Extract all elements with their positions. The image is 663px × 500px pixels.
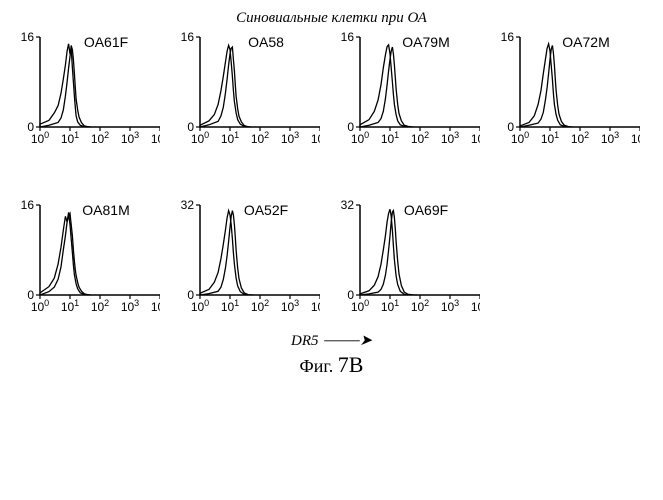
svg-text:103: 103 [441, 298, 459, 314]
svg-text:16: 16 [21, 31, 35, 44]
svg-text:103: 103 [281, 130, 299, 146]
histogram-plot: 016100101102103104OA72M [500, 31, 640, 149]
panel-grid: 016100101102103104OA61F01610010110210310… [10, 31, 653, 329]
svg-text:101: 101 [381, 130, 399, 146]
svg-text:16: 16 [341, 31, 355, 44]
panel-label: OA52F [244, 202, 288, 218]
svg-text:102: 102 [251, 298, 269, 314]
svg-text:102: 102 [251, 130, 269, 146]
panel-row-1: 016100101102103104OA81M03210010110210310… [20, 199, 653, 329]
panel-label: OA58 [248, 34, 284, 50]
svg-text:104: 104 [471, 130, 480, 146]
svg-text:102: 102 [91, 298, 109, 314]
histogram-plot: 032100101102103104OA52F [180, 199, 320, 317]
panel-label: OA69F [404, 202, 448, 218]
svg-text:100: 100 [511, 130, 529, 146]
svg-text:102: 102 [571, 130, 589, 146]
svg-text:101: 101 [61, 130, 79, 146]
histogram-plot: 016100101102103104OA79M [340, 31, 480, 149]
panel-label: OA72M [562, 34, 609, 50]
histogram-plot: 016100101102103104OA58 [180, 31, 320, 149]
svg-text:100: 100 [191, 298, 209, 314]
svg-text:101: 101 [541, 130, 559, 146]
svg-text:32: 32 [341, 199, 355, 212]
panel-label: OA61F [84, 34, 128, 50]
panel-label: OA79M [402, 34, 449, 50]
svg-text:100: 100 [31, 298, 49, 314]
svg-text:104: 104 [151, 298, 160, 314]
panel-3: 016100101102103104OA72M [500, 31, 640, 161]
svg-text:102: 102 [91, 130, 109, 146]
svg-text:101: 101 [381, 298, 399, 314]
histogram-plot: 016100101102103104OA61F [20, 31, 160, 149]
histogram-plot: 016100101102103104OA81M [20, 199, 160, 317]
panel-row-0: 016100101102103104OA61F01610010110210310… [20, 31, 653, 161]
svg-text:101: 101 [221, 130, 239, 146]
figure-caption: Фиг. 7B [10, 352, 653, 378]
arrow-icon: ⸻➤ [323, 329, 372, 350]
svg-text:101: 101 [61, 298, 79, 314]
svg-text:16: 16 [21, 199, 35, 212]
panel-0: 016100101102103104OA61F [20, 31, 160, 161]
panel-1: 016100101102103104OA58 [180, 31, 320, 161]
svg-text:101: 101 [221, 298, 239, 314]
panel-2: 016100101102103104OA79M [340, 31, 480, 161]
panel-label: OA81M [82, 202, 129, 218]
svg-text:103: 103 [441, 130, 459, 146]
panel-6: 032100101102103104OA69F [340, 199, 480, 329]
svg-text:100: 100 [31, 130, 49, 146]
svg-text:16: 16 [181, 31, 195, 44]
svg-text:103: 103 [121, 298, 139, 314]
svg-text:16: 16 [501, 31, 515, 44]
svg-text:104: 104 [311, 298, 320, 314]
panel-5: 032100101102103104OA52F [180, 199, 320, 329]
panel-4: 016100101102103104OA81M [20, 199, 160, 329]
svg-text:100: 100 [351, 298, 369, 314]
svg-text:32: 32 [181, 199, 195, 212]
svg-text:104: 104 [151, 130, 160, 146]
svg-text:100: 100 [351, 130, 369, 146]
x-axis-label: DR5⸻➤ [10, 329, 653, 350]
figure-title: Синовиальные клетки при ОА [10, 10, 653, 27]
svg-text:103: 103 [281, 298, 299, 314]
svg-text:102: 102 [411, 298, 429, 314]
svg-text:103: 103 [121, 130, 139, 146]
svg-text:104: 104 [631, 130, 640, 146]
svg-text:104: 104 [471, 298, 480, 314]
svg-text:104: 104 [311, 130, 320, 146]
svg-text:103: 103 [601, 130, 619, 146]
svg-text:102: 102 [411, 130, 429, 146]
histogram-plot: 032100101102103104OA69F [340, 199, 480, 317]
svg-text:100: 100 [191, 130, 209, 146]
